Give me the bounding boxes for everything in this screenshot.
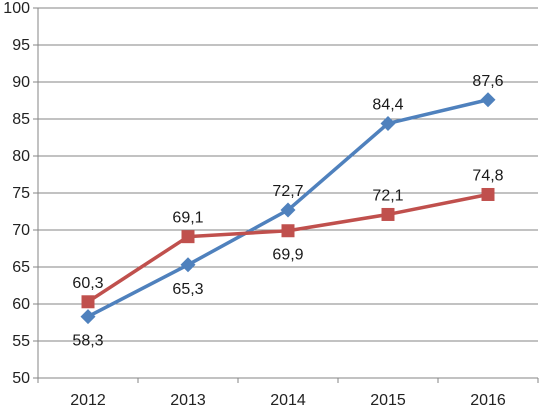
data-label: 72,7 [272,183,303,200]
diamond-marker [380,115,396,131]
y-tick-labels: 50 55 60 65 70 75 80 85 90 95 100 [3,0,30,387]
y-tick-label: 60 [12,296,30,313]
y-tick-label: 100 [3,0,30,17]
data-label: 69,1 [172,210,203,227]
y-tick-label: 95 [12,37,30,54]
diamond-marker [480,92,496,108]
data-label: 65,3 [172,281,203,298]
data-labels: 58,3 65,3 72,7 84,4 87,6 60,3 69,1 69,9 72,1 74,8 [72,73,503,350]
square-marker [181,230,195,244]
axes [33,7,539,383]
diamond-marker [180,257,196,273]
x-tick-label: 2012 [70,392,106,409]
y-tick-label: 65 [12,259,30,276]
y-tick-label: 85 [12,111,30,128]
data-label: 58,3 [72,333,103,350]
data-label: 74,8 [472,167,503,184]
square-marker [81,295,95,309]
x-tick-label: 2013 [170,392,206,409]
y-tick-label: 80 [12,148,30,165]
x-tick-labels: 2012 2013 2014 2015 2016 [70,392,506,409]
data-label: 87,6 [472,73,503,90]
diamond-marker [80,309,96,325]
y-tick-label: 55 [12,333,30,350]
y-tick-label: 70 [12,222,30,239]
data-label: 69,9 [272,247,303,264]
y-tick-label: 75 [12,185,30,202]
x-tick-label: 2014 [270,392,306,409]
y-tick-label: 90 [12,74,30,91]
square-marker [281,224,295,238]
x-tick-label: 2015 [370,392,406,409]
gridlines [38,7,538,342]
data-label: 84,4 [372,96,403,113]
y-tick-label: 50 [12,370,30,387]
series [80,92,496,325]
data-label: 60,3 [72,275,103,292]
x-tick-label: 2016 [470,392,506,409]
square-marker [481,187,495,201]
square-marker [381,207,395,221]
data-label: 72,1 [372,187,403,204]
diamond-marker [280,202,296,218]
